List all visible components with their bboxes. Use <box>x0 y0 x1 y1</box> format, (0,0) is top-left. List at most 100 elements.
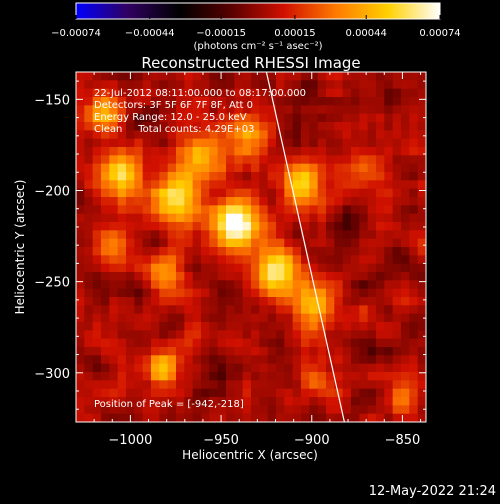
heatmap-cell <box>209 163 219 173</box>
heatmap-cell <box>384 105 394 115</box>
heatmap-cell <box>226 72 235 81</box>
heatmap-cell <box>301 263 310 273</box>
heatmap-cell <box>301 105 310 115</box>
heatmap-cell <box>284 247 294 256</box>
heatmap-cell <box>176 313 185 323</box>
heatmap-cell <box>309 213 319 223</box>
heatmap-cell <box>376 205 385 215</box>
heatmap-cell <box>351 305 360 315</box>
heatmap-cell <box>334 80 344 90</box>
heatmap-cell <box>84 197 94 206</box>
heatmap-cell <box>226 213 235 223</box>
heatmap-cell <box>267 147 277 156</box>
heatmap-cell <box>301 297 310 306</box>
heatmap-cell <box>109 197 119 206</box>
heatmap-cell <box>276 255 285 265</box>
heatmap-cell <box>142 330 152 340</box>
heatmap-cell <box>92 205 102 215</box>
heatmap-cell <box>276 322 285 331</box>
heatmap-cell <box>134 413 144 422</box>
heatmap-cell <box>184 372 194 381</box>
heatmap-cell <box>76 88 85 98</box>
heatmap-cell <box>209 347 219 356</box>
heatmap-cell <box>142 113 152 123</box>
heatmap-cell <box>101 130 110 140</box>
heatmap-cell <box>351 272 360 281</box>
heatmap-cell <box>317 413 327 422</box>
heatmap-cell <box>234 272 244 281</box>
heatmap-cell <box>259 180 269 190</box>
heatmap-cell <box>142 72 152 81</box>
heatmap-cell <box>209 313 219 323</box>
heatmap-cell <box>376 330 385 340</box>
heatmap-cell <box>267 263 277 273</box>
heatmap-cell <box>267 363 277 373</box>
heatmap-cell <box>284 72 294 81</box>
heatmap-cell <box>101 272 110 281</box>
heatmap-cell <box>292 280 302 290</box>
heatmap-cell <box>167 313 177 323</box>
heatmap-cell <box>392 113 402 123</box>
heatmap-cell <box>209 397 219 406</box>
heatmap-cell <box>334 388 344 398</box>
heatmap-cell <box>259 155 269 165</box>
heatmap-cell <box>284 97 294 106</box>
heatmap-cell <box>117 180 127 190</box>
heatmap-cell <box>234 72 244 81</box>
heatmap-cell <box>226 163 235 173</box>
heatmap-cell <box>184 80 194 90</box>
heatmap-cell <box>276 72 285 81</box>
heatmap-cell <box>326 305 335 315</box>
heatmap-cell <box>292 130 302 140</box>
heatmap-cell <box>226 147 235 156</box>
heatmap-cell <box>117 372 127 381</box>
heatmap-cell <box>234 297 244 306</box>
heatmap-cell <box>417 213 426 223</box>
heatmap-cell <box>342 288 352 298</box>
heatmap-cell <box>292 372 302 381</box>
heatmap-cell <box>351 372 360 381</box>
heatmap-cell <box>367 280 377 290</box>
heatmap-cell <box>309 255 319 265</box>
heatmap-cell <box>276 155 285 165</box>
heatmap-cell <box>159 305 169 315</box>
heatmap-cell <box>342 263 352 273</box>
heatmap-cell <box>142 280 152 290</box>
heatmap-cell <box>384 372 394 381</box>
heatmap-cell <box>301 288 310 298</box>
heatmap-cell <box>184 197 194 206</box>
heatmap-cell <box>317 305 327 315</box>
heatmap-cell <box>392 180 402 190</box>
heatmap-cell <box>417 247 426 256</box>
heatmap-cell <box>201 230 210 240</box>
heatmap-cell <box>251 180 260 190</box>
heatmap-cell <box>351 138 360 148</box>
heatmap-cell <box>359 172 369 181</box>
heatmap-cell <box>76 280 85 290</box>
heatmap-cell <box>401 180 410 190</box>
heatmap-cell <box>301 130 310 140</box>
heatmap-cell <box>334 313 344 323</box>
heatmap-cell <box>192 388 202 398</box>
heatmap-cell <box>317 105 327 115</box>
heatmap-cell <box>242 372 252 381</box>
heatmap-cell <box>351 355 360 365</box>
heatmap-cell <box>284 155 294 165</box>
heatmap-cell <box>351 72 360 81</box>
heatmap-cell <box>192 397 202 406</box>
heatmap-cell <box>334 155 344 165</box>
heatmap-cell <box>134 188 144 198</box>
heatmap-cell <box>184 280 194 290</box>
heatmap-cell <box>309 72 319 81</box>
heatmap-cell <box>142 388 152 398</box>
heatmap-cell <box>184 380 194 390</box>
heatmap-cell <box>326 372 335 381</box>
heatmap-cell <box>176 322 185 331</box>
heatmap-cell <box>192 355 202 365</box>
heatmap-cell <box>209 113 219 123</box>
heatmap-cell <box>159 347 169 356</box>
heatmap-cell <box>251 363 260 373</box>
heatmap-cell <box>234 105 244 115</box>
heatmap-cell <box>226 113 235 123</box>
heatmap-cell <box>292 197 302 206</box>
